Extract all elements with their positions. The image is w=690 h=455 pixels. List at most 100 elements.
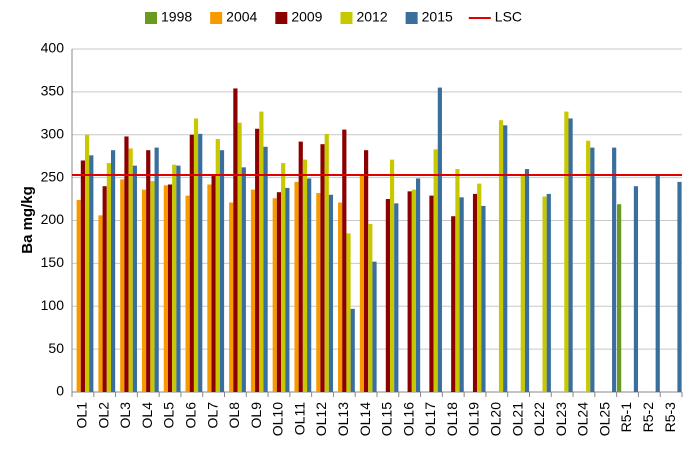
- x-tick-label: OL21: [509, 402, 525, 436]
- x-tick-label: OL14: [357, 402, 373, 436]
- bar: [150, 181, 155, 392]
- legend-swatch: [210, 12, 223, 24]
- x-tick-label: OL12: [313, 402, 329, 436]
- bar: [546, 193, 551, 392]
- bar: [394, 203, 399, 392]
- bar: [255, 128, 260, 392]
- bar: [102, 186, 107, 392]
- x-tick-label: OL9: [248, 402, 264, 429]
- bar: [385, 199, 390, 392]
- bar: [154, 147, 159, 392]
- legend-label: 1998: [161, 9, 192, 25]
- x-tick-label: OL13: [335, 402, 351, 436]
- y-tick-label: 300: [41, 125, 65, 141]
- y-tick-label: 400: [41, 40, 65, 56]
- bar: [193, 118, 199, 393]
- x-tick-label: OL17: [422, 402, 438, 436]
- bar: [316, 193, 321, 392]
- legend-label: 2004: [226, 9, 257, 25]
- legend-label: 2012: [356, 9, 387, 25]
- bar: [211, 175, 216, 392]
- bar: [655, 175, 660, 392]
- legend-label: LSC: [495, 9, 522, 25]
- x-tick-label: OL16: [400, 402, 416, 436]
- bar: [141, 189, 147, 392]
- bar: [172, 164, 177, 392]
- bar: [98, 215, 103, 392]
- x-tick-label: OL6: [183, 402, 199, 429]
- y-tick-label: 0: [56, 383, 64, 399]
- y-tick-label: 50: [48, 340, 64, 356]
- bar: [364, 150, 369, 392]
- bar: [459, 197, 464, 392]
- bar: [372, 261, 377, 392]
- bar: [429, 195, 434, 392]
- x-tick-label: OL19: [466, 402, 482, 436]
- x-tick-label: OL25: [596, 402, 612, 436]
- bar: [542, 196, 547, 392]
- x-tick-label: OL2: [95, 402, 111, 429]
- bar: [633, 186, 639, 392]
- bar: [229, 202, 234, 392]
- x-tick-label: OL20: [488, 402, 504, 436]
- bar: [207, 184, 212, 392]
- bar: [250, 189, 256, 392]
- y-tick-label: 200: [41, 211, 65, 227]
- bar: [411, 189, 416, 392]
- bar: [84, 134, 90, 392]
- bar: [433, 149, 438, 392]
- bar: [451, 216, 456, 392]
- bar: [359, 175, 365, 392]
- x-tick-label: OL7: [204, 402, 220, 429]
- y-tick-label: 150: [41, 254, 65, 270]
- bar: [520, 175, 525, 392]
- bar: [617, 204, 622, 392]
- bar: [338, 202, 343, 392]
- bar: [503, 125, 508, 392]
- bar: [185, 195, 190, 392]
- bar: [472, 193, 478, 392]
- bar: [189, 134, 194, 392]
- bar: [407, 191, 412, 392]
- legend-swatch: [405, 12, 418, 24]
- x-tick-label: OL4: [139, 402, 155, 429]
- bar: [146, 150, 151, 392]
- bar: [677, 181, 682, 392]
- x-tick-label: OL15: [379, 402, 395, 436]
- bar: [132, 165, 137, 392]
- bar: [302, 159, 308, 392]
- bar: [307, 178, 312, 392]
- bar: [389, 159, 395, 392]
- x-tick-label: R5-2: [640, 402, 656, 433]
- bar: [612, 147, 617, 392]
- bar: [263, 146, 268, 392]
- x-tick-label: OL23: [553, 402, 569, 436]
- bar: [298, 141, 303, 392]
- bar: [281, 163, 286, 392]
- x-tick-label: R5-3: [662, 402, 678, 433]
- bar: [176, 165, 181, 392]
- bar: [498, 120, 504, 393]
- bar: [324, 133, 329, 392]
- bar: [342, 129, 347, 393]
- bar: [120, 179, 125, 392]
- bar: [524, 169, 530, 392]
- x-tick-label: OL3: [117, 402, 133, 429]
- bar: [586, 140, 591, 392]
- x-tick-label: OL1: [74, 402, 90, 429]
- bar: [110, 150, 116, 392]
- x-tick-label: R5-1: [618, 402, 634, 433]
- bar: [276, 192, 282, 392]
- bar: [124, 136, 129, 392]
- y-tick-label: 100: [41, 297, 65, 313]
- bar: [368, 223, 373, 392]
- bar: [259, 111, 264, 392]
- x-tick-label: OL11: [291, 402, 307, 435]
- bar: [167, 184, 173, 392]
- bar: [219, 150, 225, 392]
- bar: [233, 88, 238, 392]
- x-tick-label: OL8: [226, 402, 242, 429]
- legend-swatch: [145, 12, 157, 24]
- bar: [198, 133, 203, 392]
